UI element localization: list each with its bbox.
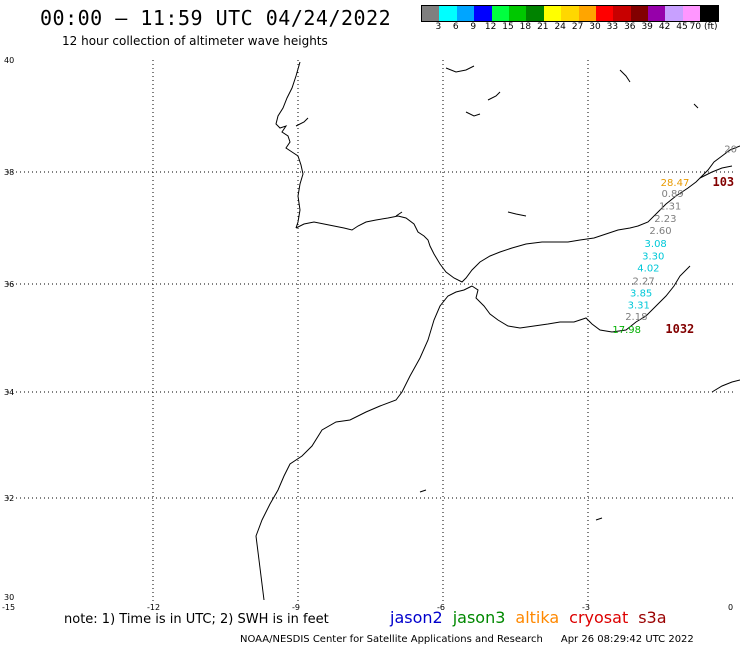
coastline-south-spain: [295, 145, 740, 283]
wave-height-value: 3.08: [645, 239, 667, 250]
lon-tick-label: -9: [292, 603, 300, 612]
lat-tick-label: 36: [4, 280, 14, 289]
color-scale-label: 36: [624, 22, 636, 32]
legend-item-s3a: s3a: [638, 608, 667, 627]
color-scale-label: 42: [658, 22, 671, 32]
coastline-fragment-2: [487, 91, 501, 101]
coastline-fragment-3: [465, 111, 481, 117]
page-subtitle: 12 hour collection of altimeter wave hei…: [62, 34, 328, 48]
color-scale-cell: [474, 6, 492, 21]
wave-height-value: 0.89: [661, 189, 683, 200]
color-scale-label: 27: [571, 22, 584, 32]
lon-tick-label: -3: [582, 603, 590, 612]
coastline-fragment-7: [507, 211, 527, 217]
wave-height-value: 2.27: [632, 277, 654, 288]
wave-height-value: 20: [724, 144, 737, 155]
coastline-morocco-atlantic: [255, 285, 473, 601]
legend-item-jason3: jason3: [452, 608, 506, 627]
color-scale-cell: [561, 6, 579, 21]
color-scale-cell: [508, 6, 527, 21]
color-scale-cell: [439, 6, 457, 21]
color-scale-label: 6: [452, 22, 459, 32]
color-scale-bar: [421, 5, 719, 22]
units-note: note: 1) Time is in UTC; 2) SWH is in fe…: [64, 612, 329, 627]
footer-timestamp: Apr 26 08:29:42 UTC 2022: [560, 634, 694, 645]
wave-height-value: 2.23: [654, 214, 676, 225]
wave-height-value: 4.02: [637, 264, 659, 275]
coastline-algeria: [711, 379, 740, 393]
lon-tick-label: -12: [147, 603, 160, 612]
axis-labels: -15 -12 -9 -6 -3 0 40 38 36 34 32 30: [2, 56, 733, 612]
color-scale-labels: 3 6 9 12 15 18 21 24 27 30 33 36 39 42 45 70 (ft): [421, 22, 731, 34]
color-scale-label: 9: [470, 22, 477, 32]
color-scale-cell: [665, 6, 683, 21]
color-scale-cell: [700, 6, 718, 21]
legend-item-jason2: jason2: [390, 608, 443, 627]
wave-height-value: 3.85: [630, 288, 652, 299]
color-scale-cell: [526, 6, 544, 21]
wave-height-value: 2.60: [649, 226, 671, 237]
wave-height-value: 2.18: [625, 312, 647, 323]
wave-height-observations: 20 28.47 103 0.89 1.312.232.60 3.083.30 4.02 2.…: [612, 144, 737, 336]
lat-tick-label: 32: [4, 494, 14, 503]
coastline-portugal: [275, 61, 304, 229]
color-scale-label: 33: [606, 22, 619, 32]
lat-tick-label: 38: [4, 168, 14, 177]
color-scale-cell: [630, 6, 649, 21]
map-grid: [8, 60, 733, 603]
color-scale-label: 30: [589, 22, 601, 32]
coastline-morocco-med: [471, 265, 691, 333]
color-scale-label: 21: [537, 22, 549, 32]
wave-height-value: 3.31: [628, 300, 650, 311]
lon-tick-label: 0: [728, 603, 733, 612]
coastline-balearic: [699, 165, 733, 179]
coastline-fragment: [445, 65, 475, 73]
color-scale-label: 15: [502, 22, 514, 32]
footer-credit: NOAA/NESDIS Center for Satellite Applica…: [240, 634, 543, 645]
coastline-fragment-9: [595, 517, 603, 521]
color-scale-cell: [682, 6, 701, 21]
color-scale-label: 70 (ft): [689, 22, 718, 32]
lon-tick-label: -6: [437, 603, 445, 612]
color-scale-cell: [422, 6, 440, 21]
wave-height-value: 103: [712, 175, 734, 189]
wave-height-value: 28.47: [661, 178, 690, 189]
coastline-fragment-6: [395, 211, 403, 217]
wave-height-value: 17.98: [612, 325, 641, 336]
coastline-fragment-4: [619, 69, 631, 83]
color-scale-cell: [613, 6, 631, 21]
footer: NOAA/NESDIS Center for Satellite Applica…: [240, 634, 694, 645]
wave-height-value: 1032: [665, 322, 694, 336]
color-scale-label: 3: [435, 22, 442, 32]
color-scale-cell: [648, 6, 666, 21]
lat-tick-label: 34: [4, 388, 14, 397]
coastline: [255, 61, 740, 601]
color-scale-label: 45: [676, 22, 688, 32]
color-scale-cell: [578, 6, 596, 21]
color-scale-cell: [543, 6, 562, 21]
wave-height-value: 1.31: [659, 202, 681, 213]
coastline-tagus: [295, 117, 309, 127]
color-scale-label: 24: [554, 22, 566, 32]
satellite-legend: jason2 jason3 altika cryosat s3a: [390, 608, 677, 627]
color-scale-label: 39: [641, 22, 653, 32]
coastline-fragment-8: [419, 489, 427, 493]
legend-item-cryosat: cryosat: [569, 608, 629, 627]
page-title: 00:00 – 11:59 UTC 04/24/2022: [40, 6, 392, 30]
lat-tick-label: 40: [4, 56, 14, 65]
wave-height-value: 3.30: [642, 251, 664, 262]
color-scale-cell: [491, 6, 509, 21]
coastline-fragment-5: [693, 103, 699, 109]
color-scale-cell: [595, 6, 614, 21]
lon-tick-label: -15: [2, 603, 15, 612]
color-scale-cell: [456, 6, 475, 21]
color-scale-label: 18: [519, 22, 532, 32]
legend-item-altika: altika: [515, 608, 560, 627]
color-scale-label: 12: [484, 22, 497, 32]
lat-tick-label: 30: [4, 593, 14, 602]
